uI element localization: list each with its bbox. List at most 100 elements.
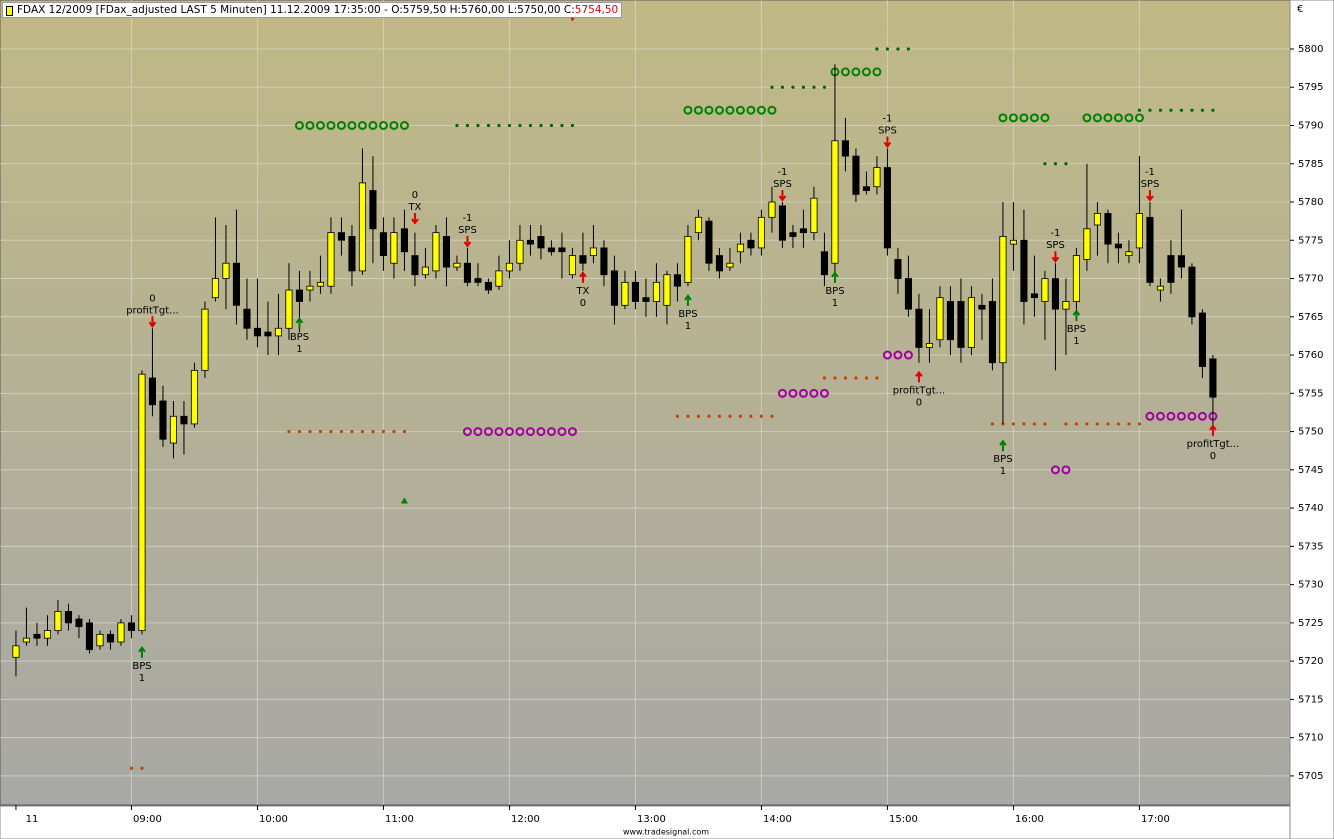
level-dot (528, 123, 533, 128)
y-tick-label: 5800 (1298, 44, 1323, 55)
candle-body (537, 236, 545, 249)
candle-body (988, 301, 996, 364)
candle-body (1093, 213, 1101, 226)
candle-body (715, 255, 723, 272)
signal-arrow (684, 294, 692, 306)
level-dot (1064, 422, 1068, 426)
candle-body (516, 239, 524, 264)
candle-body (390, 232, 398, 264)
level-dot (455, 123, 459, 128)
level-dot (770, 85, 774, 89)
candle-body (852, 155, 860, 195)
candle-body (348, 236, 356, 272)
level-dot (486, 123, 491, 128)
level-ring (494, 427, 504, 437)
candle-body (337, 232, 346, 241)
candle-body (1146, 216, 1154, 283)
candle-body (12, 645, 20, 658)
candle-body (64, 611, 73, 624)
level-ring (746, 105, 756, 115)
candle-body (894, 259, 902, 279)
level-dot (1064, 162, 1068, 166)
level-ring (1019, 113, 1029, 123)
level-ring (1176, 411, 1186, 421)
signal-arrow (915, 370, 923, 383)
candle-body (75, 618, 83, 628)
candle-body (946, 301, 954, 341)
candle-body (274, 327, 283, 337)
y-tick-label: 5790 (1298, 120, 1323, 131)
level-ring (714, 105, 724, 115)
candle-body (642, 297, 650, 302)
level-dot (1011, 422, 1016, 426)
level-ring (1103, 113, 1113, 123)
footer: www.tradesignal.com (623, 828, 709, 837)
candle-body (621, 281, 629, 306)
candle-body (33, 633, 41, 639)
level-ring (504, 427, 514, 437)
level-dot (402, 429, 407, 434)
level-dot (822, 376, 827, 380)
level-ring (1187, 411, 1197, 421)
level-dot (864, 376, 869, 380)
candle-body (96, 633, 104, 647)
signal-arrow (1051, 251, 1060, 263)
level-ring (1134, 113, 1144, 123)
level-ring (336, 120, 346, 130)
level-ring (1145, 411, 1155, 421)
candle-body (862, 186, 870, 191)
candle-body (85, 622, 94, 651)
level-dot (717, 414, 722, 418)
x-tick-label: 09:00 (133, 814, 162, 825)
level-dot (885, 47, 890, 51)
level-ring (777, 388, 787, 398)
candle-body (1009, 239, 1017, 245)
level-dot (1032, 422, 1037, 426)
candle-body (43, 630, 52, 639)
y-tick-label: 5710 (1298, 733, 1323, 744)
level-dot (497, 123, 501, 128)
candle-body (1104, 213, 1112, 245)
candle-body (684, 236, 692, 283)
candle-body (778, 205, 786, 241)
candle-body (201, 308, 209, 371)
level-dot (549, 123, 554, 128)
candle-body (442, 236, 450, 268)
y-tick-label: 5770 (1298, 274, 1323, 285)
candle-body (726, 262, 734, 268)
level-dot (1116, 422, 1121, 426)
candle-body (768, 201, 776, 218)
signal-label: BPS (825, 286, 844, 297)
level-dot (990, 422, 995, 426)
level-dot (1053, 162, 1058, 166)
signal-label: -1 (882, 113, 892, 124)
level-dot (308, 429, 312, 434)
y-tick-label: 5760 (1298, 350, 1323, 361)
level-dot (843, 376, 848, 380)
level-ring (1082, 113, 1092, 123)
candle-body (1135, 213, 1143, 249)
candle-body (127, 622, 136, 631)
candle-body (1177, 255, 1185, 268)
signal-label: 1 (685, 321, 691, 332)
candle-body (999, 236, 1007, 364)
level-dot (1211, 108, 1215, 112)
level-ring (326, 120, 336, 130)
candle-body (453, 262, 461, 268)
level-dot (507, 123, 512, 128)
level-dot (1106, 422, 1110, 426)
level-ring (536, 427, 546, 437)
signal-label: -1 (1145, 167, 1155, 178)
level-dot (675, 414, 680, 418)
level-ring (368, 120, 378, 130)
level-ring (1029, 113, 1039, 123)
candle-body (148, 377, 157, 406)
y-tick-label: 5730 (1298, 580, 1323, 591)
level-dot (1085, 422, 1089, 426)
signal-label: 1 (139, 673, 145, 684)
y-tick-label: 5765 (1298, 312, 1323, 323)
signal-arrow (1209, 424, 1217, 436)
candle-body (463, 262, 471, 283)
level-dot (329, 429, 333, 434)
level-ring (788, 388, 798, 398)
